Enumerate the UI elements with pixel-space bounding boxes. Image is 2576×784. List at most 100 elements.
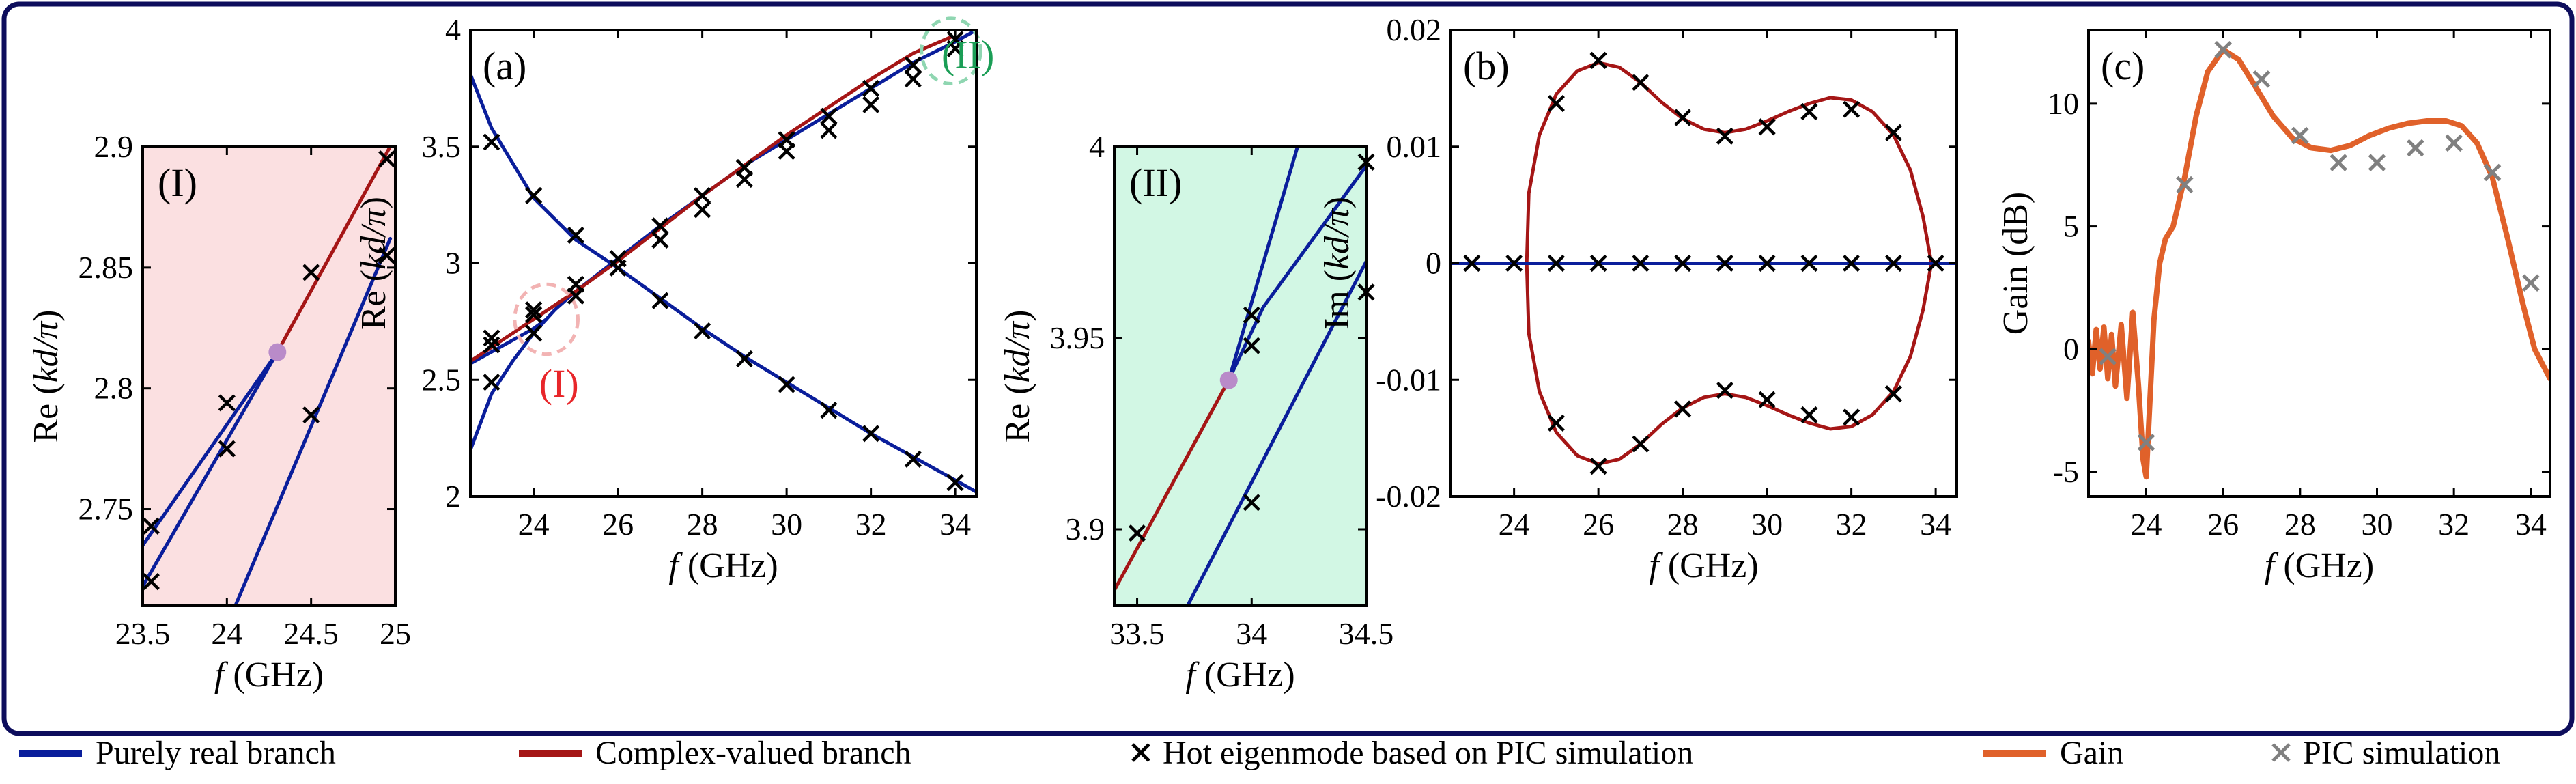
legend: Purely real branch Complex-valued branch H… bbox=[19, 735, 2500, 771]
series-line-real bbox=[1227, 147, 1299, 382]
data-marker-hot bbox=[820, 122, 838, 139]
data-marker-hot bbox=[142, 517, 160, 535]
data-marker-hot bbox=[1884, 124, 1902, 141]
data-marker-hot bbox=[694, 186, 711, 205]
plot-area bbox=[2089, 46, 2550, 480]
data-marker-hot bbox=[904, 70, 922, 88]
x-tick-label: 24 bbox=[1499, 507, 1530, 542]
plot-area bbox=[143, 147, 393, 606]
legend-label: PIC simulation bbox=[2303, 735, 2500, 771]
data-marker-hot bbox=[378, 150, 396, 168]
data-marker-hot bbox=[483, 336, 500, 354]
y-tick-label: 3.5 bbox=[422, 129, 462, 164]
panel-a: 24 26 28 30 32 34 2 2.5 3 3.5 4 (a) f (GHz) Re (kd/π)… bbox=[354, 12, 994, 585]
data-marker-hot bbox=[1632, 74, 1650, 92]
x-tick-label: 34 bbox=[939, 507, 971, 542]
data-marker-pic bbox=[2368, 154, 2386, 171]
series-line-complex bbox=[1114, 378, 1231, 593]
x-axis-label: f (GHz) bbox=[668, 546, 778, 585]
data-marker-hot bbox=[862, 79, 880, 97]
plot-area bbox=[1114, 147, 1366, 606]
data-marker-hot bbox=[1547, 254, 1565, 272]
y-tick-label: 2.9 bbox=[94, 129, 134, 164]
axes-box bbox=[1113, 145, 1368, 607]
data-marker-hot bbox=[1800, 254, 1818, 272]
exceptional-point bbox=[268, 343, 287, 361]
panel-I: 23.5 24 24.5 25 2.75 2.8 2.85 2.9 (I) f (GHz) Re (… bbox=[27, 129, 411, 695]
axes-box bbox=[469, 29, 978, 498]
data-marker-hot bbox=[525, 324, 543, 342]
data-marker-hot bbox=[1884, 385, 1902, 403]
y-tick-label: 0 bbox=[1426, 246, 1441, 281]
data-marker-hot bbox=[1800, 406, 1818, 424]
data-marker-hot bbox=[525, 186, 543, 205]
x-tick-label: 34 bbox=[1920, 507, 1951, 542]
data-marker-pic bbox=[2137, 434, 2155, 451]
series-line-real bbox=[233, 236, 393, 606]
data-marker-hot bbox=[1758, 118, 1776, 136]
panel-label: (b) bbox=[1463, 44, 1510, 88]
x-axis-label: f (GHz) bbox=[214, 656, 324, 695]
data-marker-hot bbox=[778, 142, 795, 160]
data-marker-hot bbox=[946, 473, 964, 492]
data-marker-hot bbox=[1674, 400, 1692, 418]
panel-label: (II) bbox=[1129, 160, 1182, 205]
y-tick-label: -5 bbox=[2053, 454, 2079, 489]
series-line-real bbox=[1227, 164, 1366, 382]
axes-box bbox=[2087, 29, 2551, 498]
x-tick-label: 28 bbox=[1667, 507, 1699, 542]
legend-swatch bbox=[2271, 743, 2291, 762]
data-marker-hot bbox=[302, 406, 320, 424]
data-marker-hot bbox=[483, 374, 500, 391]
legend-label: Purely real branch bbox=[96, 735, 336, 771]
x-tick-label: 30 bbox=[771, 507, 802, 542]
data-marker-hot bbox=[1674, 254, 1692, 272]
data-marker-hot bbox=[1243, 494, 1260, 512]
y-tick-label: 2.75 bbox=[79, 492, 134, 527]
y-axis-label: Im (kd/π) bbox=[1318, 197, 1357, 330]
axes-box bbox=[141, 145, 397, 607]
x-tick-label: 23.5 bbox=[115, 616, 171, 651]
data-marker-hot bbox=[525, 306, 543, 324]
data-marker-hot bbox=[1632, 254, 1650, 272]
y-tick-label: 2.85 bbox=[79, 250, 134, 285]
data-marker-pic bbox=[2252, 70, 2271, 88]
y-tick-label: 3 bbox=[445, 246, 461, 281]
annotation-label: (I) bbox=[539, 361, 579, 406]
data-marker-hot bbox=[1843, 100, 1860, 118]
legend-item-hot: Hot eigenmode based on PIC simulation bbox=[1131, 735, 1693, 771]
y-tick-label: 4 bbox=[1089, 129, 1105, 164]
plot-area bbox=[1451, 61, 1957, 466]
data-marker-hot bbox=[567, 226, 584, 244]
data-marker-hot bbox=[735, 170, 753, 188]
data-marker-hot bbox=[694, 201, 711, 219]
panel-label: (c) bbox=[2101, 44, 2145, 88]
exceptional-point bbox=[1219, 371, 1238, 389]
x-tick-label: 24.5 bbox=[283, 616, 339, 651]
x-tick-label: 24 bbox=[211, 616, 242, 651]
data-marker-hot bbox=[1674, 109, 1692, 126]
data-marker-hot bbox=[1589, 254, 1607, 272]
legend-item-complex: Complex-valued branch bbox=[519, 735, 911, 771]
annotation-label: (II) bbox=[942, 33, 994, 77]
highlight-circle bbox=[920, 16, 982, 86]
legend-label: Complex-valued branch bbox=[595, 735, 911, 771]
y-tick-label: -0.02 bbox=[1376, 479, 1441, 514]
data-marker-pic bbox=[2176, 176, 2194, 194]
plot-area bbox=[470, 30, 976, 494]
data-marker-hot bbox=[735, 350, 753, 368]
x-tick-label: 28 bbox=[2284, 507, 2316, 542]
data-marker-hot bbox=[651, 231, 669, 249]
data-marker-hot bbox=[1505, 254, 1523, 272]
x-tick-label: 34 bbox=[1236, 616, 1267, 651]
y-tick-label: 2.8 bbox=[94, 371, 134, 406]
data-marker-hot bbox=[1884, 254, 1902, 272]
figure-frame bbox=[1, 1, 2575, 736]
data-marker-hot bbox=[862, 96, 880, 113]
data-marker-hot bbox=[1843, 254, 1860, 272]
data-marker-pic bbox=[2291, 126, 2309, 145]
y-tick-label: 2 bbox=[445, 479, 461, 514]
data-marker-hot bbox=[1843, 408, 1860, 426]
series-line-real bbox=[1185, 260, 1366, 606]
